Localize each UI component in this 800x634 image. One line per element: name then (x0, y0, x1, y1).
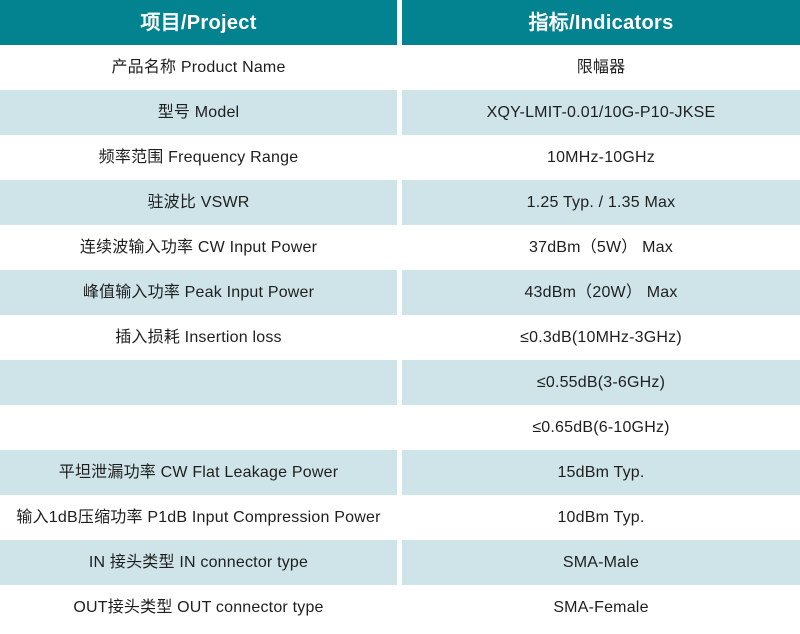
table-row-product-name: 产品名称 Product Name 限幅器 (0, 45, 800, 90)
column-divider (397, 360, 402, 405)
column-divider (397, 540, 402, 585)
indicator-cell: ≤0.3dB(10MHz-3GHz) (402, 315, 800, 360)
indicator-cell: 43dBm（20W） Max (402, 270, 800, 315)
project-cell (0, 360, 397, 405)
table-row-flat-leakage-power: 平坦泄漏功率 CW Flat Leakage Power 15dBm Typ. (0, 450, 800, 495)
table-row-model: 型号 Model XQY-LMIT-0.01/10G-P10-JKSE (0, 90, 800, 135)
table-row-insertion-loss-6-10ghz: ≤0.65dB(6-10GHz) (0, 405, 800, 450)
project-cell: IN 接头类型 IN connector type (0, 540, 397, 585)
indicator-cell: ≤0.65dB(6-10GHz) (402, 405, 800, 450)
project-cell (0, 405, 397, 450)
column-divider (397, 585, 402, 630)
column-divider (397, 180, 402, 225)
table-row-out-connector: OUT接头类型 OUT connector type SMA-Female (0, 585, 800, 630)
indicator-cell: XQY-LMIT-0.01/10G-P10-JKSE (402, 90, 800, 135)
table-row-insertion-loss-3-6ghz: ≤0.55dB(3-6GHz) (0, 360, 800, 405)
table-row-vswr: 驻波比 VSWR 1.25 Typ. / 1.35 Max (0, 180, 800, 225)
column-divider (397, 495, 402, 540)
column-divider (397, 405, 402, 450)
project-cell: 驻波比 VSWR (0, 180, 397, 225)
table-row-frequency-range: 频率范围 Frequency Range 10MHz-10GHz (0, 135, 800, 180)
column-divider (397, 90, 402, 135)
project-cell: 连续波输入功率 CW Input Power (0, 225, 397, 270)
indicator-cell: SMA-Female (402, 585, 800, 630)
header-cell-project: 项目/Project (0, 0, 397, 45)
column-divider (397, 45, 402, 90)
indicator-cell: 限幅器 (402, 45, 800, 90)
project-cell: 型号 Model (0, 90, 397, 135)
indicator-cell: 37dBm（5W） Max (402, 225, 800, 270)
table-row-p1db-compression: 输入1dB压缩功率 P1dB Input Compression Power 1… (0, 495, 800, 540)
indicator-cell: ≤0.55dB(3-6GHz) (402, 360, 800, 405)
project-cell: 插入损耗 Insertion loss (0, 315, 397, 360)
header-cell-indicators: 指标/Indicators (402, 0, 800, 45)
table-row-insertion-loss: 插入损耗 Insertion loss ≤0.3dB(10MHz-3GHz) (0, 315, 800, 360)
table-row-peak-input-power: 峰值输入功率 Peak Input Power 43dBm（20W） Max (0, 270, 800, 315)
column-divider (397, 0, 402, 45)
indicator-cell: 15dBm Typ. (402, 450, 800, 495)
indicator-cell: 10MHz-10GHz (402, 135, 800, 180)
project-cell: 峰值输入功率 Peak Input Power (0, 270, 397, 315)
table-row-in-connector: IN 接头类型 IN connector type SMA-Male (0, 540, 800, 585)
project-cell: OUT接头类型 OUT connector type (0, 585, 397, 630)
column-divider (397, 315, 402, 360)
indicator-cell: SMA-Male (402, 540, 800, 585)
column-divider (397, 270, 402, 315)
project-cell: 频率范围 Frequency Range (0, 135, 397, 180)
indicator-cell: 1.25 Typ. / 1.35 Max (402, 180, 800, 225)
column-divider (397, 450, 402, 495)
table-header-row: 项目/Project 指标/Indicators (0, 0, 800, 45)
indicator-cell: 10dBm Typ. (402, 495, 800, 540)
project-cell: 产品名称 Product Name (0, 45, 397, 90)
project-cell: 输入1dB压缩功率 P1dB Input Compression Power (0, 495, 397, 540)
column-divider (397, 225, 402, 270)
column-divider (397, 135, 402, 180)
project-cell: 平坦泄漏功率 CW Flat Leakage Power (0, 450, 397, 495)
table-row-cw-input-power: 连续波输入功率 CW Input Power 37dBm（5W） Max (0, 225, 800, 270)
